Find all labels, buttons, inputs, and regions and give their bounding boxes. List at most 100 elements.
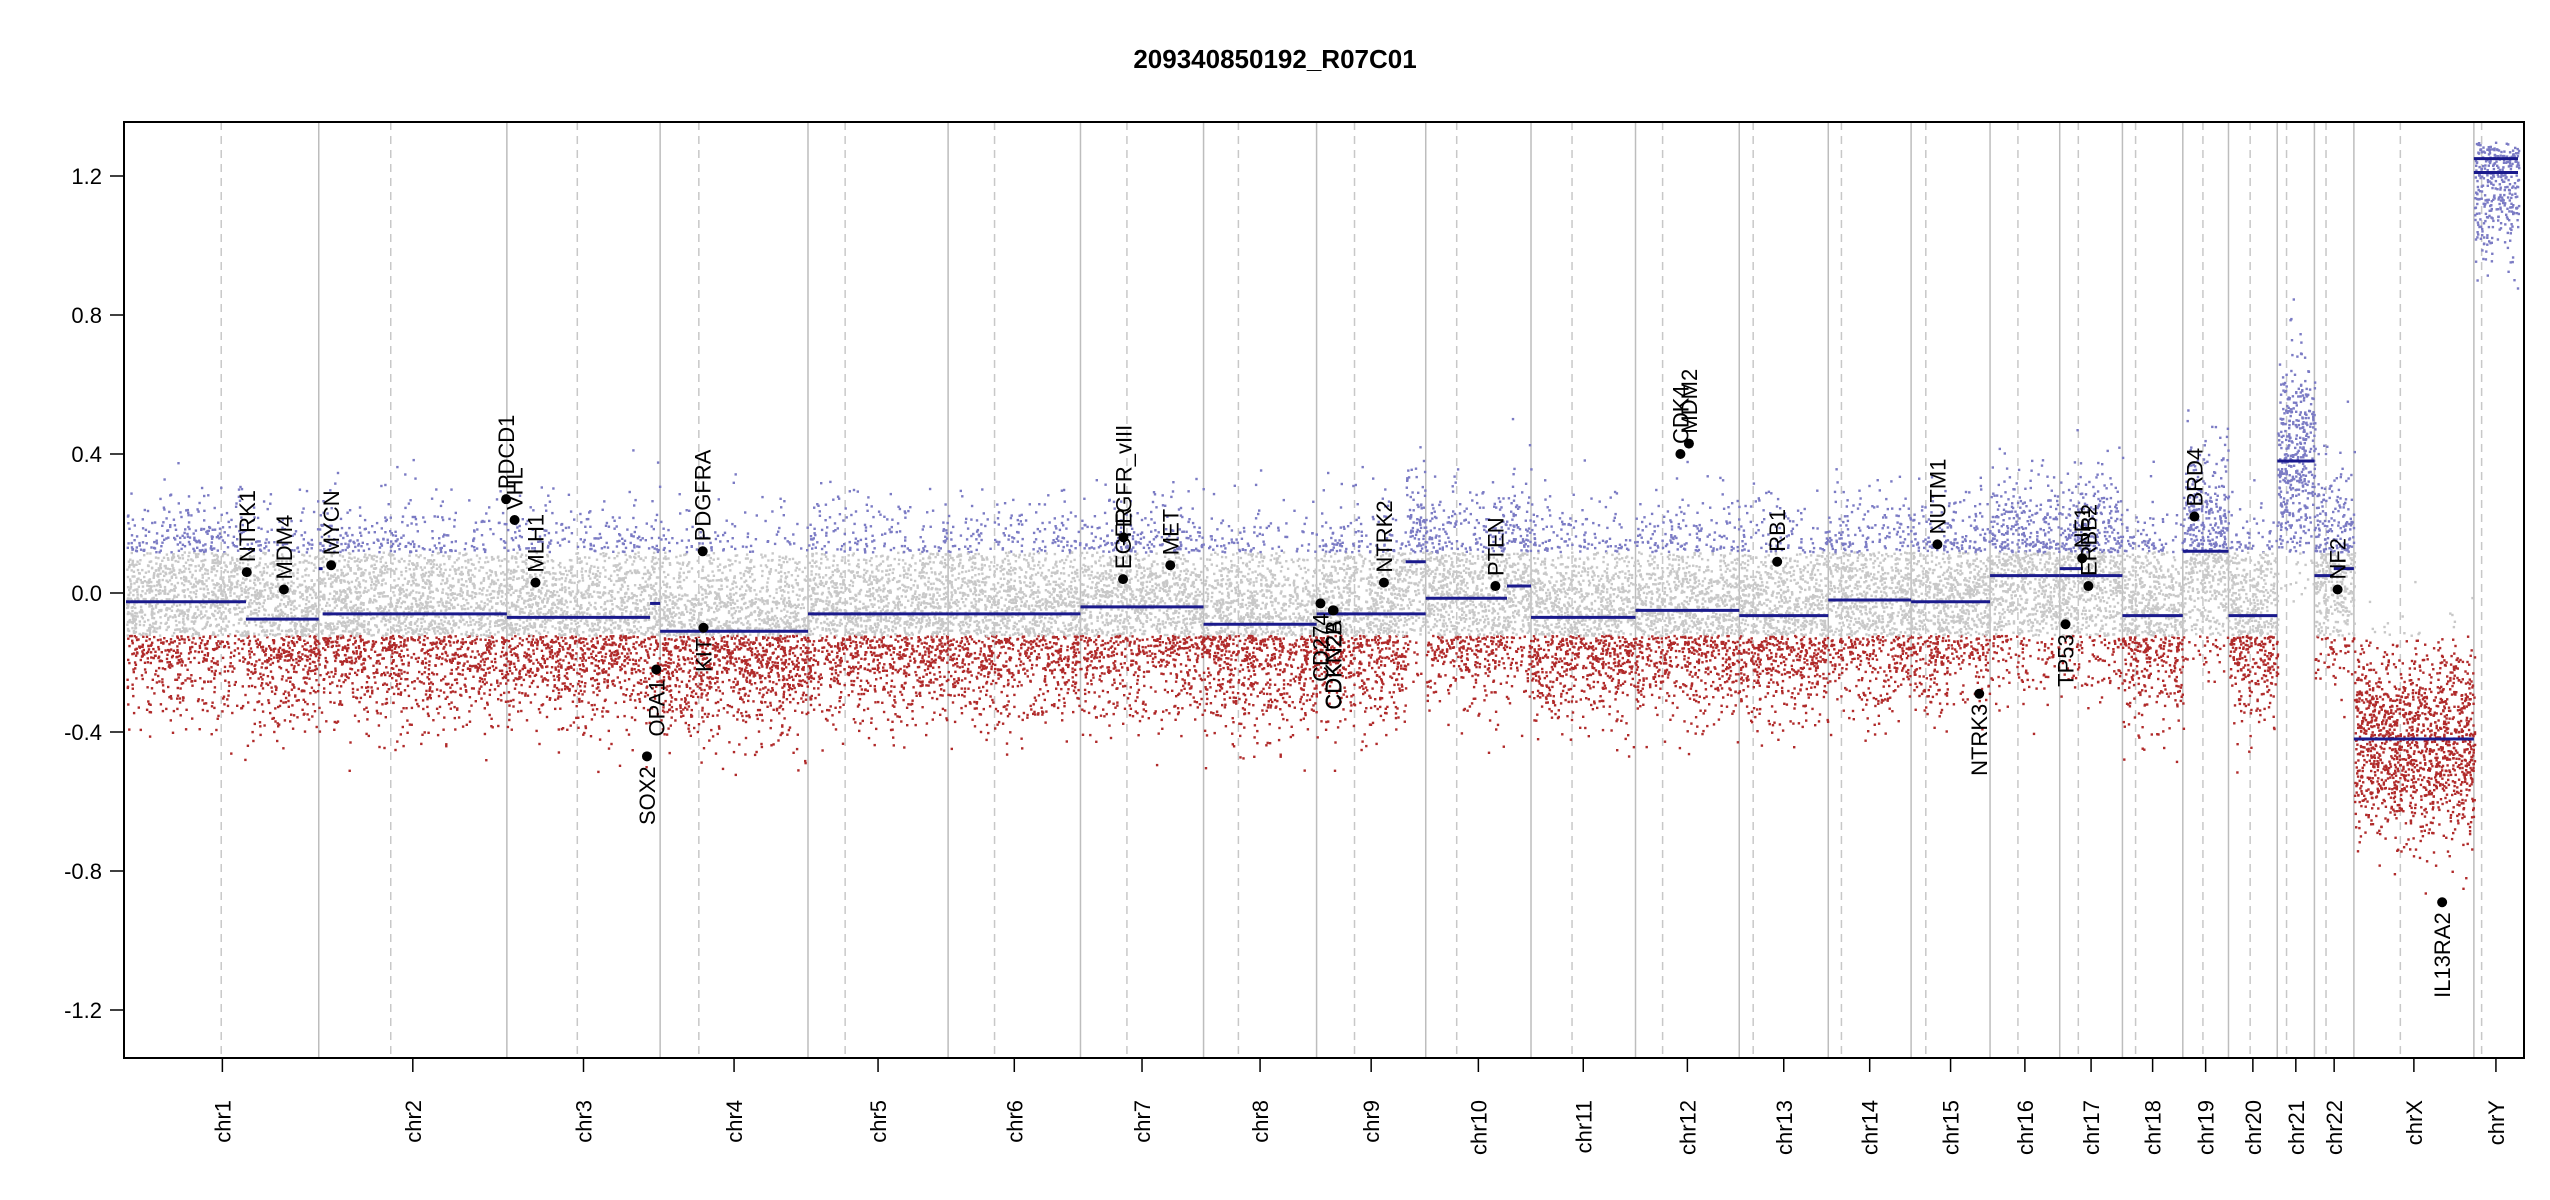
probe-point <box>224 628 226 630</box>
probe-point <box>210 680 212 682</box>
probe-point <box>310 645 312 647</box>
probe-point <box>127 659 129 661</box>
probe-point <box>302 668 304 670</box>
probe-point <box>303 677 305 679</box>
probe-point <box>429 655 431 657</box>
probe-point <box>149 624 151 626</box>
probe-point <box>136 561 138 563</box>
probe-point <box>173 710 175 712</box>
probe-point <box>309 663 311 665</box>
probe-point <box>179 569 181 571</box>
probe-point <box>147 657 149 659</box>
probe-point <box>503 692 505 694</box>
probe-point <box>216 584 218 586</box>
probe-point <box>127 638 129 640</box>
probe-point <box>154 651 156 653</box>
probe-point <box>397 602 399 604</box>
probe-point <box>227 694 229 696</box>
probe-point <box>312 613 314 615</box>
probe-point <box>234 649 236 651</box>
probe-point <box>159 634 161 636</box>
probe-point <box>259 673 261 675</box>
probe-point <box>196 541 198 543</box>
probe-point <box>304 607 306 609</box>
probe-point <box>248 662 250 664</box>
probe-point <box>222 620 224 622</box>
probe-point <box>226 641 228 643</box>
probe-point <box>293 714 295 716</box>
probe-point <box>211 579 213 581</box>
probe-point <box>305 560 307 562</box>
probe-point <box>150 585 152 587</box>
probe-point <box>207 592 209 594</box>
probe-point <box>145 572 147 574</box>
probe-point <box>215 648 217 650</box>
probe-point <box>358 581 360 583</box>
probe-point <box>165 629 167 631</box>
probe-point <box>203 588 205 590</box>
probe-point <box>211 660 213 662</box>
probe-point <box>224 670 226 672</box>
probe-point <box>333 702 335 704</box>
probe-point <box>136 535 138 537</box>
probe-point <box>424 731 426 733</box>
probe-point <box>387 542 389 544</box>
probe-point <box>131 653 133 655</box>
probe-point <box>489 632 491 634</box>
probe-point <box>251 685 253 687</box>
probe-point <box>184 679 186 681</box>
probe-point <box>170 663 172 665</box>
probe-point <box>157 639 159 641</box>
probe-point <box>136 651 138 653</box>
probe-point <box>132 642 134 644</box>
probe-point <box>222 539 224 541</box>
probe-point <box>399 587 401 589</box>
probe-point <box>466 602 468 604</box>
probe-point <box>222 697 224 699</box>
probe-point <box>308 606 310 608</box>
probe-point <box>393 573 395 575</box>
probe-point <box>247 615 249 617</box>
probe-point <box>156 598 158 600</box>
probe-point <box>233 655 235 657</box>
probe-point <box>227 705 229 707</box>
probe-point <box>352 696 354 698</box>
probe-point <box>338 644 340 646</box>
probe-point <box>365 733 367 735</box>
probe-point <box>234 642 236 644</box>
probe-point <box>295 671 297 673</box>
probe-point <box>222 576 224 578</box>
probe-point <box>183 591 185 593</box>
probe-point <box>249 640 251 642</box>
probe-point <box>135 623 137 625</box>
probe-point <box>131 684 133 686</box>
probe-point <box>167 559 169 561</box>
probe-point <box>126 624 128 626</box>
probe-point <box>176 645 178 647</box>
probe-point <box>174 629 176 631</box>
probe-point <box>371 578 373 580</box>
probe-point <box>247 745 249 747</box>
probe-point <box>133 565 135 567</box>
probe-point <box>292 728 294 730</box>
probe-point <box>269 647 271 649</box>
probe-point <box>378 746 380 748</box>
probe-point <box>381 583 383 585</box>
probe-point <box>392 591 394 593</box>
probe-point <box>365 707 367 709</box>
probe-point <box>311 687 313 689</box>
probe-point <box>179 537 181 539</box>
probe-point <box>290 581 292 583</box>
probe-point <box>478 667 480 669</box>
probe-point <box>158 667 160 669</box>
probe-point <box>176 697 178 699</box>
probe-point <box>402 622 404 624</box>
probe-point <box>165 580 167 582</box>
probe-point <box>234 635 236 637</box>
probe-point <box>130 583 132 585</box>
probe-point <box>187 536 189 538</box>
probe-point <box>348 639 350 641</box>
probe-point <box>183 641 185 643</box>
probe-point <box>261 666 263 668</box>
probe-point <box>489 609 491 611</box>
